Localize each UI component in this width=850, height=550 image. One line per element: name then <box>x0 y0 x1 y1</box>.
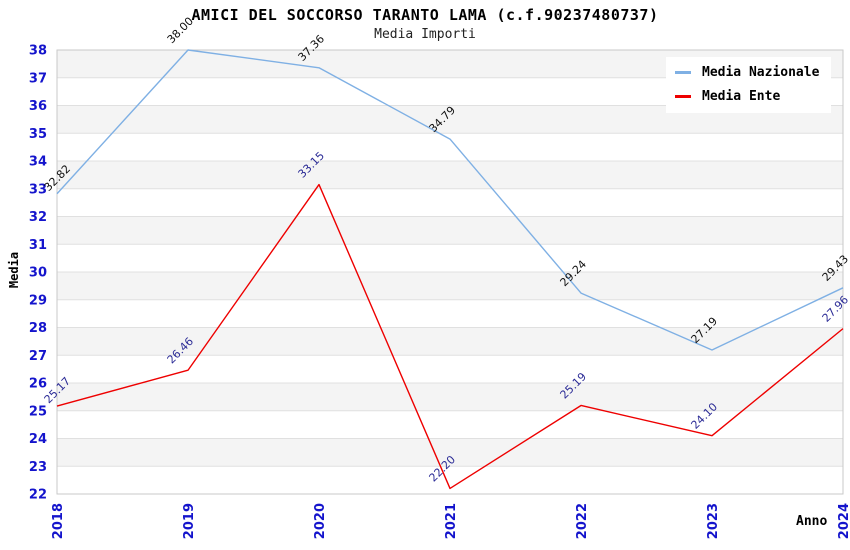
y-tick-label: 32 <box>29 210 47 225</box>
grid-band <box>57 466 843 494</box>
y-tick-label: 29 <box>29 293 47 308</box>
grid-band <box>57 272 843 300</box>
x-axis-title: Anno <box>796 514 828 529</box>
y-axis-title: Media <box>7 251 21 289</box>
x-tick-label: 2018 <box>51 503 66 539</box>
y-tick-label: 24 <box>29 432 47 447</box>
series-line-media-nazionale <box>56 49 844 351</box>
x-tick-label: 2024 <box>837 503 850 539</box>
line-marker-icon <box>675 94 691 98</box>
y-tick-label: 28 <box>29 321 47 336</box>
chart-subtitle: Media Importi <box>374 27 476 42</box>
grid-band <box>57 216 843 245</box>
y-tick-label: 27 <box>29 349 47 364</box>
y-tick-label: 30 <box>29 266 47 281</box>
y-tick-label: 36 <box>29 99 47 114</box>
grid-band <box>57 161 843 189</box>
legend-item-media-nazionale: Media Nazionale <box>675 63 819 81</box>
line-marker-icon <box>675 70 691 74</box>
grid-band <box>57 133 843 161</box>
x-tick-label: 2022 <box>575 503 590 539</box>
y-tick-label: 25 <box>29 404 47 419</box>
x-tick-label: 2021 <box>444 503 459 539</box>
grid-band <box>57 188 843 217</box>
x-tick-label: 2019 <box>182 503 197 539</box>
grid-band <box>57 410 843 439</box>
y-tick-label: 38 <box>29 44 47 59</box>
legend: Media Nazionale Media Ente <box>666 57 832 113</box>
grid-band <box>57 244 843 272</box>
grid-band <box>57 299 843 328</box>
y-tick-label: 33 <box>29 182 47 197</box>
y-tick-label: 31 <box>29 238 47 253</box>
chart-title: AMICI DEL SOCCORSO TARANTO LAMA (c.f.902… <box>191 6 659 24</box>
legend-label: Media Nazionale <box>702 64 820 80</box>
y-tick-label: 26 <box>29 377 47 392</box>
y-tick-label: 37 <box>29 71 47 86</box>
x-tick-label: 2020 <box>313 503 328 539</box>
legend-item-media-ente: Media Ente <box>675 87 819 105</box>
y-tick-label: 23 <box>29 460 47 475</box>
y-tick-label: 34 <box>29 155 47 170</box>
grid-band <box>57 383 843 411</box>
plot-border <box>56 49 844 495</box>
legend-label: Media Ente <box>702 88 781 104</box>
y-tick-label: 35 <box>29 127 47 142</box>
series-line-media-ente <box>56 183 844 490</box>
x-tick-label: 2023 <box>706 503 721 539</box>
grid-band <box>57 438 843 467</box>
y-tick-label: 22 <box>29 488 47 503</box>
